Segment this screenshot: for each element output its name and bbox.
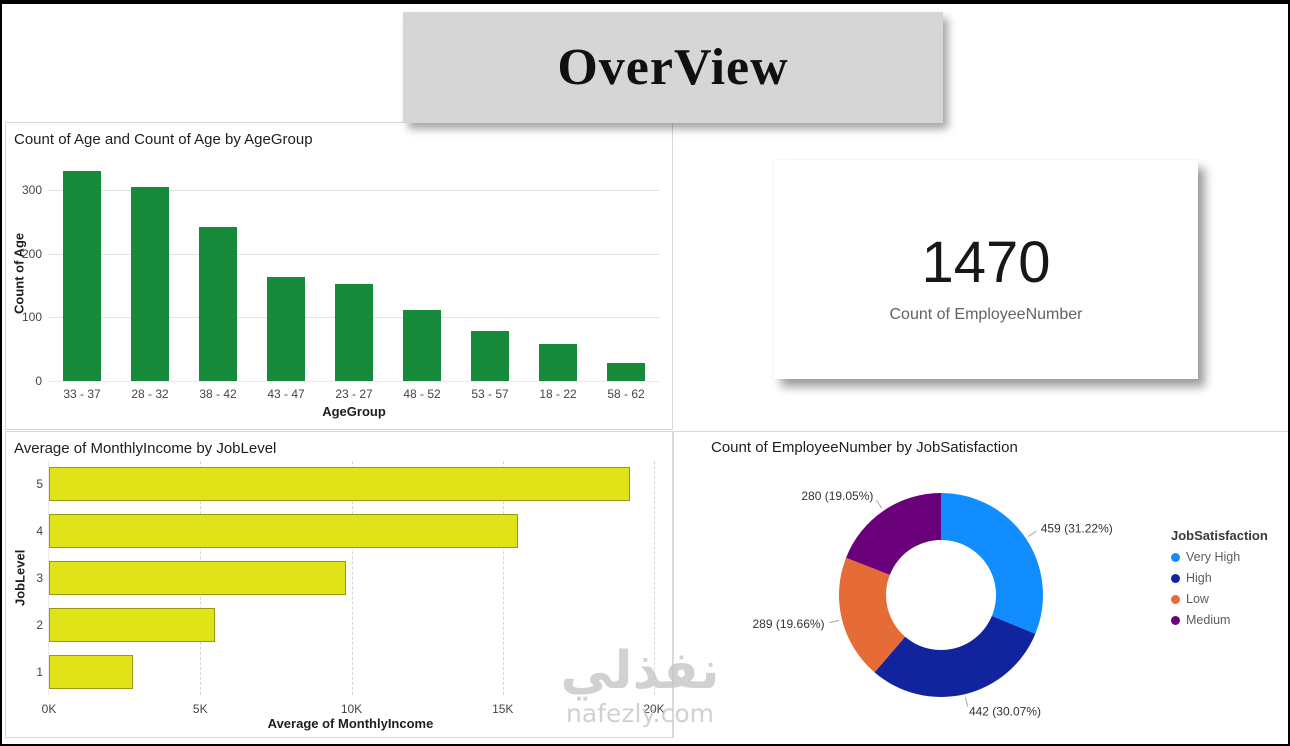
gridline: [48, 190, 660, 192]
x-axis-tick: 5K: [192, 702, 208, 716]
y-axis-tick: 100: [21, 310, 42, 325]
legend-item-low[interactable]: Low: [1171, 592, 1287, 606]
satisfaction-donut-chart-panel: Count of EmployeeNumber by JobSatisfacti…: [673, 431, 1288, 738]
age-chart-plot-area: 0 100 200 300 33 - 37 28 - 32 38 - 42 43 - 47 23…: [22, 165, 660, 401]
bar-33-37[interactable]: [63, 171, 101, 381]
bar-joblevel-3[interactable]: [49, 561, 346, 595]
legend-item-very-high[interactable]: Very High: [1171, 550, 1287, 564]
donut-segment-very-high[interactable]: [941, 493, 1043, 634]
legend-dot-low-icon: [1171, 594, 1180, 604]
legend-dot-very-high-icon: [1171, 552, 1180, 562]
donut-callout-low: 289 (19.66%): [752, 617, 824, 631]
x-axis-tick: 10K: [340, 702, 363, 716]
legend-label: Medium: [1186, 613, 1231, 627]
gridline: [502, 461, 504, 695]
y-axis-tick: 2: [36, 617, 43, 632]
income-chart-x-axis-label: Average of MonthlyIncome: [267, 716, 434, 731]
legend-title: JobSatisfaction: [1171, 528, 1268, 543]
donut-segment-low[interactable]: [839, 557, 906, 673]
callout-leader-line: [829, 619, 840, 624]
bar-23-27[interactable]: [335, 284, 373, 381]
donut-callout-high: 442 (30.07%): [969, 705, 1041, 719]
y-axis-tick: 1: [36, 664, 43, 679]
x-axis-tick: 38 - 42: [199, 387, 237, 401]
x-axis-tick: 43 - 47: [267, 387, 305, 401]
page-title: OverView: [557, 39, 789, 96]
legend-dot-medium-icon: [1171, 615, 1180, 625]
age-chart-title: Count of Age and Count of Age by AgeGrou…: [14, 131, 313, 148]
income-chart-title: Average of MonthlyIncome by JobLevel: [14, 440, 277, 457]
bar-58-62[interactable]: [607, 363, 645, 381]
bar-joblevel-2[interactable]: [49, 607, 216, 642]
y-axis-tick: 300: [21, 183, 42, 198]
x-axis-tick: 23 - 27: [335, 387, 373, 401]
y-axis-tick: 200: [21, 246, 42, 261]
x-axis-tick: 20K: [643, 702, 665, 716]
gridline: [48, 253, 660, 255]
income-chart-plot-area: 0K 5K 10K 15K 20K 5 4 3 2 1: [36, 461, 665, 716]
bar-43-47[interactable]: [267, 276, 305, 381]
bar-48-52[interactable]: [403, 310, 441, 381]
bar-28-32[interactable]: [131, 186, 169, 381]
legend-label: High: [1186, 571, 1212, 585]
legend-items: Very High High Low Medium: [1171, 550, 1287, 627]
bar-53-57[interactable]: [471, 331, 509, 381]
donut-chart: 459 (31.22%) 442 (30.07%) 289 (19.66%) 280 …: [752, 489, 1113, 719]
y-axis-tick: 4: [36, 524, 43, 539]
x-axis-tick: 33 - 37: [63, 387, 101, 401]
age-chart-x-axis-label: AgeGroup: [322, 404, 386, 419]
kpi-value: 1470: [921, 229, 1051, 295]
gridline: [654, 461, 655, 695]
callout-leader-line: [875, 499, 883, 509]
x-axis-tick: 18 - 22: [539, 387, 577, 401]
y-axis-tick: 0: [35, 374, 42, 388]
bar-38-42[interactable]: [199, 226, 237, 381]
donut-callout-medium: 280 (19.05%): [801, 489, 873, 503]
bar-18-22[interactable]: [539, 344, 577, 381]
donut-chart-title: Count of EmployeeNumber by JobSatisfacti…: [711, 439, 1018, 456]
callout-leader-line: [964, 696, 969, 707]
employee-count-kpi-card: 1470 Count of EmployeeNumber: [774, 160, 1198, 379]
x-axis-tick: 58 - 62: [607, 387, 645, 401]
bar-joblevel-1[interactable]: [49, 654, 134, 689]
legend-label: Very High: [1186, 550, 1241, 564]
legend-item-medium[interactable]: Medium: [1171, 613, 1287, 627]
title-banner: OverView: [403, 12, 943, 123]
y-axis-tick: 3: [36, 571, 43, 585]
callout-leader-line: [1027, 530, 1037, 538]
kpi-label: Count of EmployeeNumber: [889, 305, 1083, 323]
age-bar-chart-panel: Count of Age and Count of Age by AgeGrou…: [5, 122, 673, 430]
y-axis-tick: 5: [36, 477, 43, 492]
x-axis-tick: 15K: [492, 702, 514, 716]
x-axis-tick: 0K: [41, 702, 57, 716]
donut-segment-medium[interactable]: [846, 493, 941, 575]
x-axis-tick: 48 - 52: [403, 387, 441, 401]
donut-legend: JobSatisfaction Very High High Low Medium: [1171, 528, 1287, 634]
x-axis-tick: 28 - 32: [131, 387, 169, 401]
legend-item-high[interactable]: High: [1171, 571, 1287, 585]
bar-joblevel-5[interactable]: [49, 467, 630, 502]
gridline: [351, 461, 353, 695]
income-bar-chart-panel: Average of MonthlyIncome by JobLevel Job…: [5, 431, 673, 738]
bar-joblevel-4[interactable]: [49, 514, 518, 549]
donut-callout-very-high: 459 (31.22%): [1041, 521, 1113, 535]
x-axis-tick: 53 - 57: [471, 387, 509, 401]
donut-segment-high[interactable]: [874, 615, 1036, 697]
legend-dot-high-icon: [1171, 573, 1180, 583]
legend-label: Low: [1186, 592, 1209, 606]
